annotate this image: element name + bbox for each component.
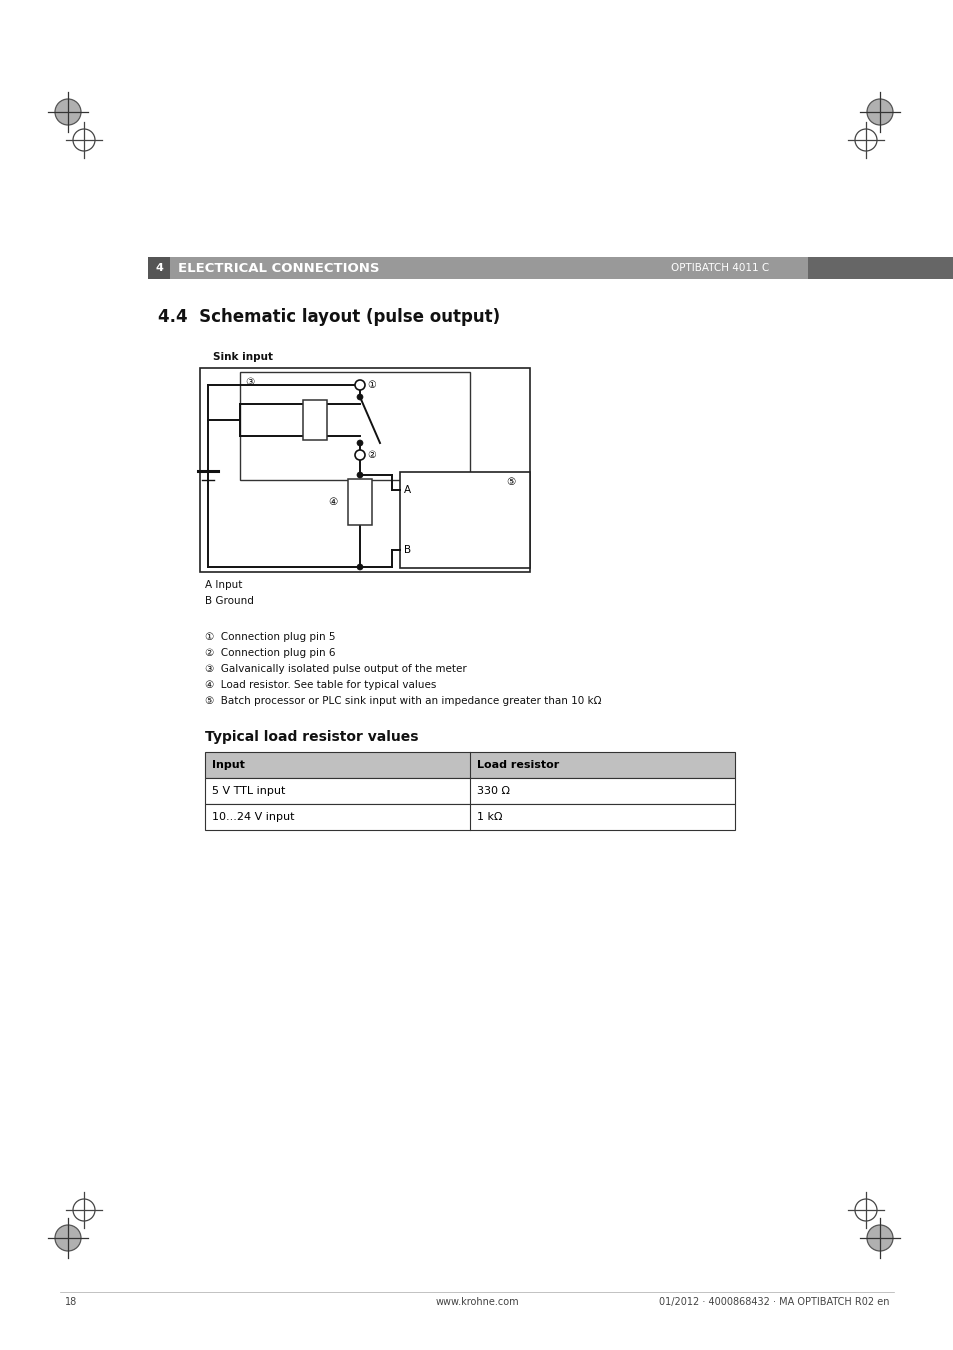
Text: ④: ④ — [329, 497, 337, 508]
Text: ①  Connection plug pin 5: ① Connection plug pin 5 — [205, 632, 335, 643]
Bar — [399, 472, 530, 568]
Bar — [303, 400, 327, 440]
Circle shape — [355, 450, 365, 460]
Bar — [170, 256, 807, 279]
Text: ELECTRICAL CONNECTIONS: ELECTRICAL CONNECTIONS — [178, 262, 379, 274]
Text: Load resistor: Load resistor — [476, 760, 558, 770]
Text: 5 V TTL input: 5 V TTL input — [212, 786, 285, 796]
Circle shape — [355, 379, 365, 390]
Text: ③  Galvanically isolated pulse output of the meter: ③ Galvanically isolated pulse output of … — [205, 664, 466, 674]
Bar — [807, 256, 953, 279]
Text: 4: 4 — [155, 263, 163, 273]
Circle shape — [866, 99, 892, 126]
Text: ⑤  Batch processor or PLC sink input with an impedance greater than 10 kΩ: ⑤ Batch processor or PLC sink input with… — [205, 697, 601, 706]
Bar — [205, 778, 734, 805]
Circle shape — [866, 1224, 892, 1251]
Text: A Input: A Input — [205, 580, 242, 590]
Text: ④  Load resistor. See table for typical values: ④ Load resistor. See table for typical v… — [205, 680, 436, 690]
Text: ②  Connection plug pin 6: ② Connection plug pin 6 — [205, 648, 335, 657]
Bar — [200, 369, 530, 572]
Bar — [348, 479, 372, 525]
Text: ⑤: ⑤ — [505, 477, 515, 487]
Bar — [240, 373, 470, 481]
Bar — [205, 805, 734, 830]
Text: 01/2012 · 4000868432 · MA OPTIBATCH R02 en: 01/2012 · 4000868432 · MA OPTIBATCH R02 … — [659, 1297, 889, 1307]
Circle shape — [73, 130, 95, 151]
Text: ③: ③ — [245, 377, 254, 387]
Text: 330 Ω: 330 Ω — [476, 786, 510, 796]
Text: A: A — [403, 485, 411, 495]
Circle shape — [356, 394, 363, 400]
Text: Input: Input — [212, 760, 245, 770]
Text: 10...24 V input: 10...24 V input — [212, 811, 294, 822]
Circle shape — [73, 1199, 95, 1220]
Text: B Ground: B Ground — [205, 595, 253, 606]
Circle shape — [356, 564, 363, 570]
Text: ②: ② — [367, 450, 375, 460]
Circle shape — [55, 1224, 81, 1251]
Text: Sink input: Sink input — [213, 352, 273, 362]
Text: Typical load resistor values: Typical load resistor values — [205, 730, 418, 744]
Bar — [148, 256, 170, 279]
Circle shape — [55, 99, 81, 126]
Text: www.krohne.com: www.krohne.com — [435, 1297, 518, 1307]
Circle shape — [356, 472, 363, 478]
Text: OPTIBATCH 4011 C: OPTIBATCH 4011 C — [670, 263, 768, 273]
Circle shape — [854, 130, 876, 151]
Circle shape — [356, 440, 363, 446]
Text: B: B — [403, 545, 411, 555]
Text: 1 kΩ: 1 kΩ — [476, 811, 502, 822]
Text: ①: ① — [367, 379, 375, 390]
Text: 4.4  Schematic layout (pulse output): 4.4 Schematic layout (pulse output) — [158, 308, 499, 325]
Bar — [205, 752, 734, 778]
Circle shape — [854, 1199, 876, 1220]
Text: 18: 18 — [65, 1297, 77, 1307]
